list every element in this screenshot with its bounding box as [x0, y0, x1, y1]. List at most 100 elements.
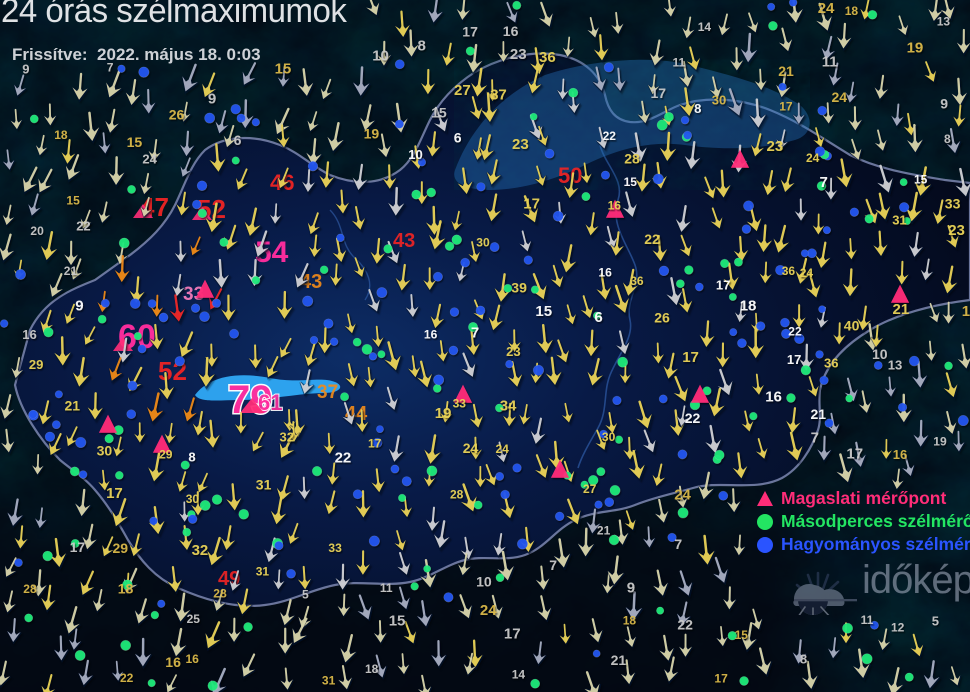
svg-text:13: 13 [888, 358, 902, 373]
svg-text:40: 40 [844, 318, 860, 334]
svg-text:8: 8 [188, 450, 195, 465]
svg-text:14: 14 [698, 20, 712, 34]
svg-text:16: 16 [424, 327, 438, 341]
svg-text:31: 31 [256, 564, 270, 578]
svg-text:31: 31 [892, 212, 906, 227]
svg-text:19: 19 [364, 126, 380, 142]
svg-text:5: 5 [302, 588, 309, 602]
svg-text:12: 12 [891, 620, 905, 634]
svg-text:11: 11 [861, 613, 874, 627]
svg-text:30: 30 [476, 235, 490, 249]
svg-text:31: 31 [322, 674, 336, 688]
svg-text:30: 30 [97, 443, 113, 459]
svg-text:33: 33 [453, 396, 467, 410]
svg-text:22: 22 [788, 325, 802, 339]
svg-text:19: 19 [907, 40, 924, 57]
svg-text:18: 18 [740, 298, 757, 315]
svg-text:18: 18 [845, 4, 859, 18]
svg-text:18: 18 [365, 662, 379, 676]
svg-text:15: 15 [389, 613, 406, 630]
svg-text:29: 29 [29, 357, 43, 372]
svg-text:25: 25 [187, 612, 201, 626]
svg-text:24: 24 [496, 442, 510, 456]
svg-text:26: 26 [169, 107, 185, 123]
svg-text:7: 7 [471, 325, 479, 342]
svg-text:17: 17 [846, 446, 863, 463]
svg-text:16: 16 [186, 652, 200, 666]
svg-text:28: 28 [23, 582, 37, 596]
svg-text:24: 24 [142, 152, 157, 167]
svg-text:15: 15 [66, 194, 80, 208]
svg-text:9: 9 [75, 298, 83, 315]
svg-text:10: 10 [872, 346, 888, 362]
svg-text:24: 24 [832, 89, 848, 105]
svg-text:15: 15 [535, 303, 552, 320]
svg-text:16: 16 [608, 199, 622, 213]
svg-text:29: 29 [113, 540, 129, 556]
svg-text:15: 15 [127, 134, 143, 150]
svg-text:17: 17 [651, 85, 667, 101]
svg-text:21: 21 [811, 406, 827, 422]
svg-text:27: 27 [583, 482, 597, 496]
svg-text:28: 28 [213, 587, 227, 601]
svg-text:30: 30 [712, 92, 726, 107]
svg-text:21: 21 [611, 652, 627, 668]
svg-text:23: 23 [510, 46, 527, 63]
svg-text:22: 22 [603, 129, 617, 143]
svg-text:30: 30 [602, 430, 616, 444]
svg-text:6: 6 [594, 309, 602, 326]
svg-text:22: 22 [120, 671, 134, 685]
svg-text:18: 18 [623, 613, 637, 627]
svg-text:20: 20 [30, 224, 44, 238]
svg-text:7: 7 [811, 430, 819, 447]
svg-text:8: 8 [418, 37, 426, 54]
svg-text:36: 36 [782, 264, 796, 278]
svg-text:36: 36 [630, 274, 644, 288]
svg-text:17: 17 [70, 539, 86, 555]
svg-text:24: 24 [800, 266, 814, 280]
svg-text:17: 17 [504, 626, 521, 643]
svg-text:28: 28 [624, 150, 640, 166]
svg-text:8: 8 [694, 101, 701, 116]
svg-text:17: 17 [462, 23, 478, 39]
svg-text:17: 17 [787, 352, 801, 367]
svg-text:8: 8 [800, 651, 807, 666]
svg-text:22: 22 [644, 231, 660, 247]
svg-text:29: 29 [159, 448, 173, 462]
svg-text:36: 36 [539, 49, 556, 66]
svg-text:14: 14 [512, 668, 526, 682]
svg-text:9: 9 [940, 96, 948, 112]
svg-text:15: 15 [275, 61, 292, 78]
svg-text:23: 23 [948, 222, 965, 239]
svg-text:26: 26 [654, 309, 670, 325]
svg-text:5: 5 [932, 614, 939, 629]
svg-text:19: 19 [933, 434, 947, 448]
svg-text:21: 21 [597, 523, 611, 537]
svg-text:11: 11 [380, 581, 393, 595]
svg-text:15: 15 [431, 105, 447, 121]
svg-text:17: 17 [106, 485, 123, 502]
svg-text:24: 24 [806, 151, 820, 165]
svg-text:27: 27 [454, 82, 471, 99]
svg-text:13: 13 [937, 15, 951, 29]
svg-text:32: 32 [280, 430, 294, 445]
svg-text:39: 39 [511, 280, 527, 296]
svg-text:24: 24 [480, 602, 497, 619]
svg-text:37: 37 [490, 86, 507, 103]
svg-text:18: 18 [962, 303, 970, 320]
svg-text:23: 23 [767, 138, 784, 155]
svg-text:22: 22 [685, 410, 701, 426]
svg-text:33: 33 [328, 541, 342, 555]
svg-text:24: 24 [818, 0, 835, 17]
svg-text:11: 11 [673, 55, 686, 69]
svg-text:34: 34 [500, 398, 517, 415]
svg-text:16: 16 [503, 23, 519, 39]
svg-text:30: 30 [186, 492, 200, 506]
svg-text:16: 16 [893, 447, 907, 462]
svg-text:23: 23 [512, 136, 529, 153]
svg-text:6: 6 [234, 132, 242, 148]
svg-text:7: 7 [820, 174, 828, 191]
svg-text:31: 31 [256, 476, 272, 492]
svg-text:33: 33 [945, 196, 961, 212]
svg-text:11: 11 [822, 54, 838, 71]
